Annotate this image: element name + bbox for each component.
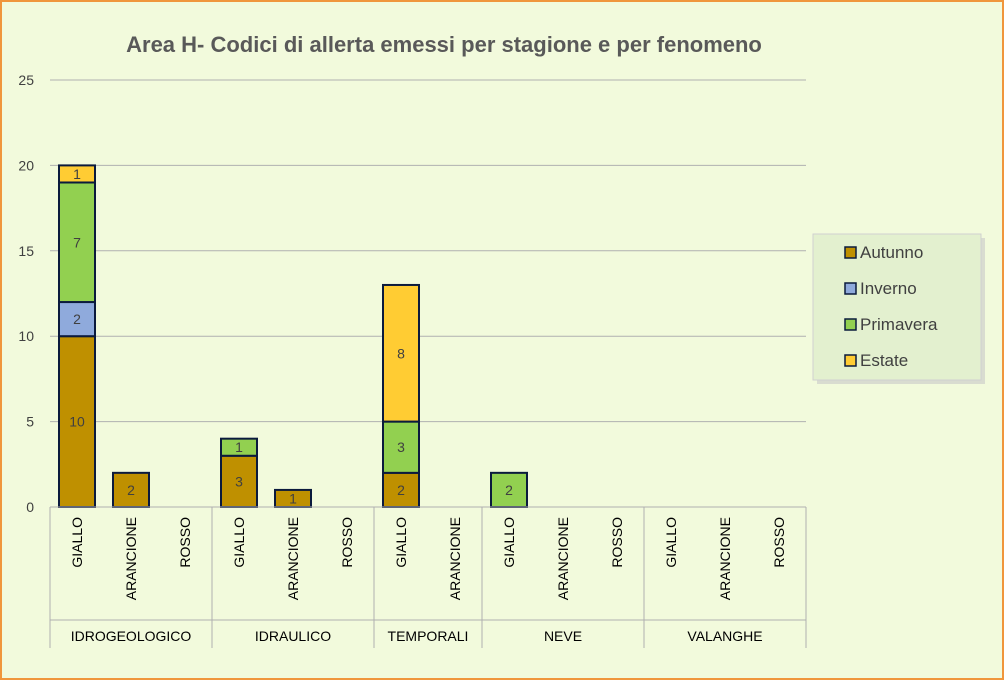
x-tick-label: ROSSO [177,517,193,568]
x-tick-label: GIALLO [393,517,409,568]
chart-title: Area H- Codici di allerta emessi per sta… [126,32,762,57]
legend-box [812,233,982,381]
data-label: 7 [73,234,81,250]
legend: Autunno Inverno Primavera Estate [812,233,985,384]
legend-swatch [844,282,857,295]
data-label: 3 [397,439,405,455]
bar-segment [382,283,420,423]
x-tick-label: GIALLO [663,517,679,568]
legend-label: Autunno [860,243,923,262]
bar-segment [58,164,96,184]
y-axis: 0 5 10 15 20 25 [18,72,34,515]
y-tick-label: 0 [26,499,34,515]
x-tick-label: ARANCIONE [717,517,733,600]
bar-segment [382,471,420,508]
x-tick-label: ROSSO [339,517,355,568]
x-axis: GIALLO ARANCIONE ROSSO IDROGEOLOGICO GIALLO A… [49,506,807,648]
y-tick-label: 5 [26,414,34,430]
legend-swatch [844,354,857,367]
x-tick-label: ARANCIONE [447,517,463,600]
group-label: IDRAULICO [255,628,331,644]
x-tick-label: ARANCIONE [123,517,139,600]
y-tick-label: 15 [18,243,34,259]
x-tick-label: GIALLO [69,517,85,568]
x-tick-label: GIALLO [501,517,517,568]
x-tick-label: ARANCIONE [285,517,301,600]
y-tick-label: 25 [18,72,34,88]
y-tick-label: 20 [18,157,34,173]
legend-label: Primavera [860,315,938,334]
data-label: 8 [397,345,405,361]
legend-swatch [844,246,857,259]
group-label: VALANGHE [687,628,762,644]
legend-label: Estate [860,351,908,370]
data-label: 10 [69,414,85,430]
data-label: 2 [505,482,513,498]
bar-segment [220,437,258,457]
data-label: 2 [397,482,405,498]
data-label: 1 [235,439,243,455]
data-label: 1 [289,490,297,506]
x-tick-label: ROSSO [609,517,625,568]
group-label: IDROGEOLOGICO [71,628,192,644]
group-label: TEMPORALI [388,628,469,644]
data-label: 2 [73,311,81,327]
legend-swatch [844,318,857,331]
y-tick-label: 10 [18,328,34,344]
data-label: 1 [73,166,81,182]
data-label: 3 [235,473,243,489]
x-tick-label: ARANCIONE [555,517,571,600]
gridlines [50,79,806,508]
bar-segment [58,335,96,509]
x-tick-label: ROSSO [771,517,787,568]
x-tick-label: GIALLO [231,517,247,568]
group-label: NEVE [544,628,582,644]
bar-segment [112,471,150,508]
data-label: 2 [127,482,135,498]
legend-label: Inverno [860,279,917,298]
